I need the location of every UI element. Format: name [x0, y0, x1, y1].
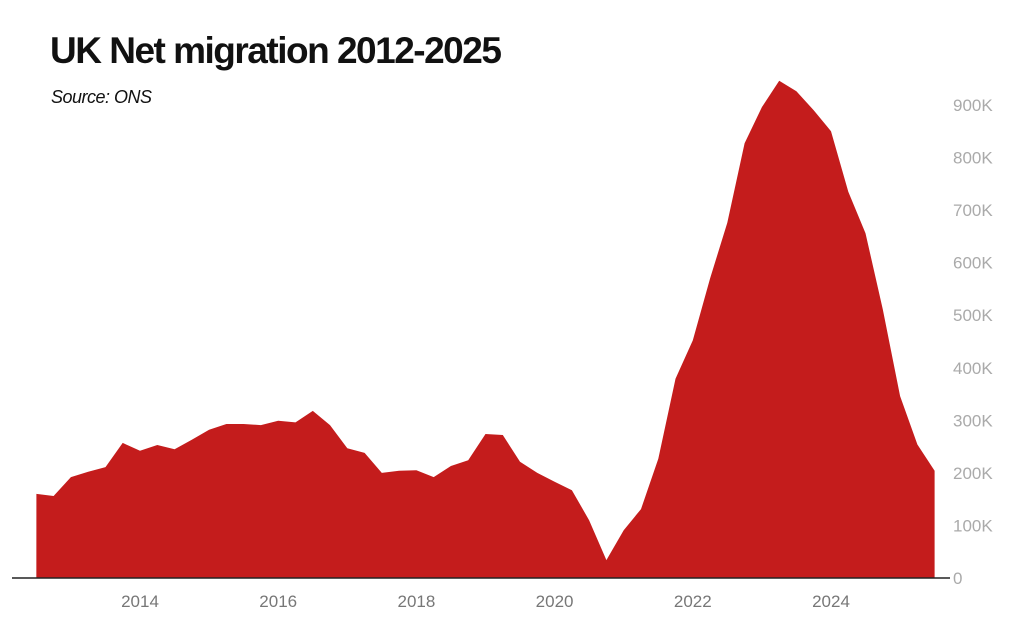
- x-tick-label: 2016: [259, 592, 297, 611]
- y-tick-label: 800K: [953, 149, 993, 168]
- y-tick-label: 700K: [953, 201, 993, 220]
- x-tick-label: 2022: [674, 592, 712, 611]
- y-tick-label: 900K: [953, 96, 993, 115]
- y-tick-label: 500K: [953, 306, 993, 325]
- y-tick-label: 400K: [953, 359, 993, 378]
- net-migration-area: [36, 80, 935, 579]
- y-tick-label: 0: [953, 569, 962, 588]
- x-tick-label: 2024: [812, 592, 850, 611]
- x-tick-label: 2014: [121, 592, 159, 611]
- y-tick-label: 100K: [953, 516, 993, 535]
- y-tick-label: 300K: [953, 411, 993, 430]
- y-tick-label: 200K: [953, 464, 993, 483]
- y-tick-label: 600K: [953, 254, 993, 273]
- chart-title: UK Net migration 2012-2025: [50, 30, 502, 71]
- chart-subtitle: Source: ONS: [51, 87, 152, 107]
- x-tick-label: 2018: [397, 592, 435, 611]
- x-tick-label: 2020: [536, 592, 574, 611]
